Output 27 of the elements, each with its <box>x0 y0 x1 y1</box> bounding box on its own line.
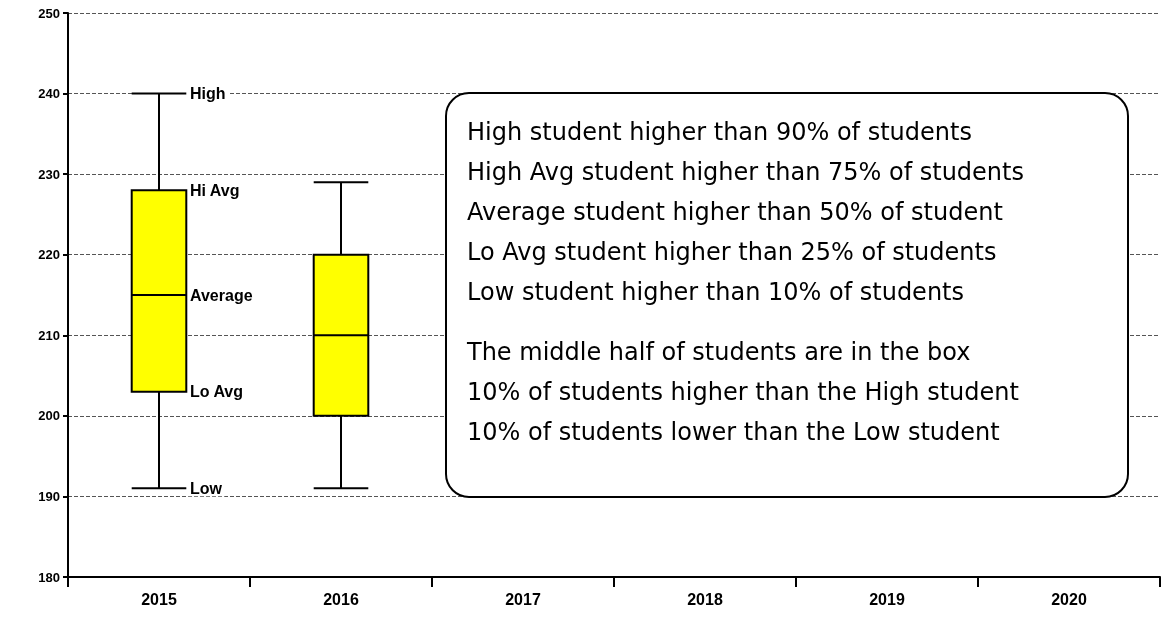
y-tick-label: 190 <box>38 488 60 504</box>
annotation: Low student higher than 10% of students <box>467 277 965 308</box>
annotation: 10% of students higher than the High student <box>467 377 1020 408</box>
x-tick-label: 2016 <box>323 590 359 608</box>
x-tick-label: 2020 <box>1051 590 1087 608</box>
x-tick-label: 2018 <box>687 590 723 608</box>
annotation: Average <box>190 286 253 304</box>
annotation: High student higher than 90% of students <box>467 117 973 148</box>
y-tick-label: 200 <box>38 408 60 424</box>
annotation: High Avg student higher than 75% of students <box>467 157 1025 188</box>
y-tick-label: 210 <box>38 327 60 343</box>
annotation: 10% of students lower than the Low student <box>467 417 1001 448</box>
y-tick-label: 230 <box>38 166 60 182</box>
x-tick-label: 2019 <box>869 590 905 608</box>
annotation: Lo Avg <box>190 383 244 401</box>
y-tick-label: 240 <box>38 86 60 102</box>
x-tick-label: 2015 <box>141 590 177 608</box>
annotation: Average student higher than 50% of student <box>467 197 1004 228</box>
annotation: The middle half of students are in the box <box>467 337 972 368</box>
y-tick-label: 250 <box>38 5 60 21</box>
annotation: Lo Avg student higher than 25% of students <box>467 237 998 268</box>
annotation: High <box>190 85 226 103</box>
y-tick-label: 220 <box>38 247 60 263</box>
y-tick-label: 180 <box>38 569 60 585</box>
x-tick-label: 2017 <box>505 590 541 608</box>
annotation: Low <box>190 479 223 497</box>
annotation: Hi Avg <box>190 181 240 199</box>
